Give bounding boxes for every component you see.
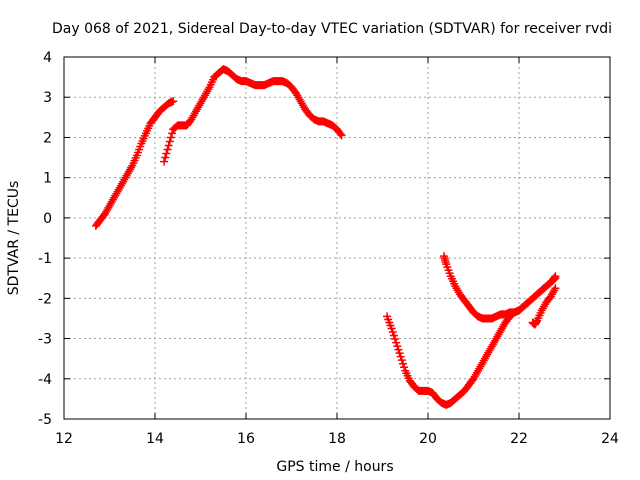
data-point — [550, 273, 559, 282]
data-point — [388, 328, 397, 337]
y-tick-label: -2 — [38, 291, 52, 307]
data-point — [160, 157, 169, 166]
x-tick-label: 16 — [237, 431, 255, 447]
y-axis-label: SDTVAR / TECUs — [6, 181, 22, 296]
data-point — [551, 272, 560, 281]
y-tick-label: -1 — [38, 251, 52, 267]
x-tick-label: 20 — [419, 431, 437, 447]
data-point — [392, 338, 401, 347]
y-tick-label: -5 — [38, 412, 52, 428]
data-point — [164, 141, 173, 150]
y-tick-label: -4 — [38, 372, 52, 388]
x-tick-label: 12 — [55, 431, 73, 447]
x-axis-ticks: 12 14 16 18 20 22 24 — [55, 57, 619, 447]
data-point — [162, 149, 171, 158]
data-point — [169, 97, 178, 106]
data-point — [389, 331, 398, 340]
y-tick-label: 0 — [43, 211, 52, 227]
data-point — [397, 356, 406, 365]
data-point — [398, 359, 407, 368]
data-point — [168, 129, 177, 138]
y-tick-label: 1 — [43, 171, 52, 187]
grid-lines — [64, 57, 610, 419]
data-point — [551, 284, 560, 293]
y-tick-label: 2 — [43, 130, 52, 146]
x-tick-label: 22 — [510, 431, 528, 447]
x-tick-label: 24 — [601, 431, 619, 447]
data-point — [391, 335, 400, 344]
series-arc-5 — [528, 284, 560, 329]
data-point — [165, 137, 174, 146]
data-point — [396, 352, 405, 361]
y-axis-ticks: -5 -4 -3 -2 -1 0 1 2 3 4 — [38, 50, 610, 428]
y-tick-label: 3 — [43, 90, 52, 106]
series-arc-4 — [439, 252, 560, 323]
data-point — [337, 131, 346, 140]
y-tick-label: 4 — [43, 50, 52, 66]
x-tick-label: 14 — [146, 431, 164, 447]
data-point — [166, 133, 175, 142]
data-point — [395, 349, 404, 358]
data-series — [91, 65, 560, 409]
data-point — [161, 153, 170, 162]
data-point — [336, 129, 345, 138]
x-tick-label: 18 — [328, 431, 346, 447]
chart-title: Day 068 of 2021, Sidereal Day-to-day VTE… — [52, 21, 612, 37]
data-point — [393, 342, 402, 351]
data-point — [163, 145, 172, 154]
x-axis-label: GPS time / hours — [276, 459, 393, 475]
y-tick-label: -3 — [38, 332, 52, 348]
series-arc-1 — [91, 97, 178, 230]
data-point — [387, 324, 396, 333]
data-point — [394, 345, 403, 354]
series-arc-2 — [160, 65, 346, 166]
data-point — [400, 363, 409, 372]
